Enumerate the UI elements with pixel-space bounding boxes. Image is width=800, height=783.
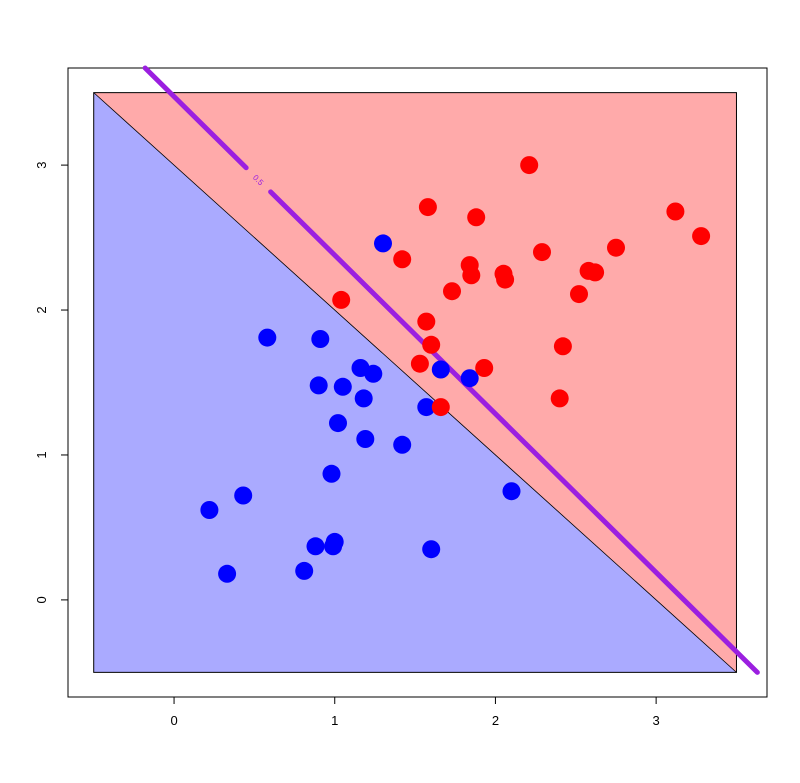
- data-point: [475, 359, 494, 377]
- contour-segment: [142, 65, 249, 171]
- decision-regions: [93, 92, 737, 673]
- data-point: [533, 243, 551, 262]
- data-point: [431, 398, 450, 417]
- plot-frame: [67, 67, 768, 698]
- data-point: [393, 250, 412, 269]
- data-points: [200, 156, 711, 583]
- data-point: [502, 482, 521, 501]
- data-point: [467, 208, 486, 227]
- data-point: [692, 227, 711, 246]
- data-point: [325, 532, 344, 551]
- y-tick-label: 0: [34, 596, 49, 603]
- y-tick-label: 2: [34, 306, 49, 313]
- y-tick-label: 1: [34, 451, 49, 458]
- data-point: [443, 282, 461, 301]
- region-border: [93, 92, 737, 673]
- data-point: [410, 354, 429, 373]
- data-point: [462, 266, 481, 285]
- data-point: [200, 501, 219, 519]
- decision-boundary-line: [93, 92, 737, 673]
- x-tick-label: 1: [331, 713, 338, 728]
- data-point: [418, 198, 437, 217]
- data-point: [306, 537, 325, 556]
- axes: 0 1 2 3 0 1 2 3: [34, 161, 660, 728]
- plot-border: [67, 67, 768, 698]
- data-point: [234, 486, 253, 505]
- data-point: [553, 337, 572, 356]
- data-point: [332, 290, 351, 309]
- y-tick-label: 3: [34, 161, 49, 168]
- x-tick-label: 3: [653, 713, 660, 728]
- data-point: [364, 364, 383, 383]
- data-point: [496, 270, 515, 289]
- data-point: [570, 285, 588, 304]
- data-point: [607, 238, 625, 257]
- data-point: [311, 330, 330, 348]
- data-point: [431, 360, 450, 379]
- data-point: [520, 156, 539, 175]
- x-tick-label: 2: [492, 713, 499, 728]
- data-point: [295, 561, 314, 580]
- data-point: [422, 335, 441, 354]
- data-point: [417, 398, 436, 417]
- data-point: [550, 389, 569, 408]
- data-point: [322, 464, 341, 483]
- data-point: [309, 376, 328, 395]
- data-point: [354, 389, 373, 408]
- data-point: [417, 312, 436, 331]
- data-point: [356, 430, 375, 448]
- data-point: [586, 263, 605, 282]
- data-point: [258, 328, 277, 347]
- data-point: [393, 435, 412, 454]
- data-point: [329, 414, 347, 433]
- data-point: [422, 540, 441, 559]
- x-tick-label: 0: [170, 713, 177, 728]
- data-point: [460, 369, 479, 388]
- data-point: [333, 377, 352, 396]
- contour-segment: [268, 189, 760, 675]
- data-point: [374, 234, 392, 253]
- data-point: [218, 564, 237, 583]
- data-point: [666, 202, 685, 221]
